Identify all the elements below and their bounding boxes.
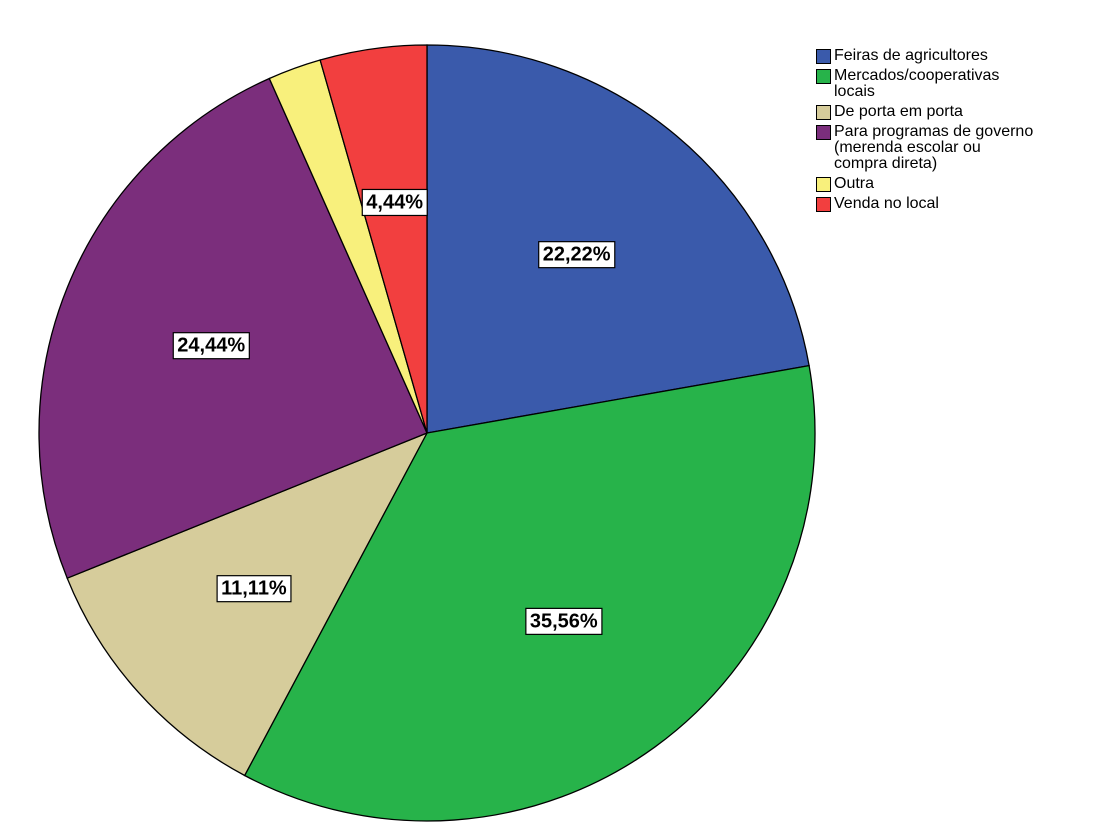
data-label-text: 35,56% [530,610,598,632]
data-label-box [216,575,292,603]
legend-item: De porta em porta [816,102,1096,120]
legend-label: Outra [834,175,875,192]
data-label-box [361,188,428,217]
chart-legend: Feiras de agricultores Mercados/cooperati… [816,46,1096,214]
data-label-text: 4,44% [366,191,423,213]
data-label: 4,44% [361,188,428,217]
data-label-box [172,332,250,360]
legend-swatch [816,197,831,212]
pie-slice [243,364,816,822]
pie-data-labels: 22,22% 35,56% 11,11% 24,44% 4,44% [172,188,616,635]
legend-item: Feiras de agricultores [816,46,1096,64]
legend-label: Feiras de agricultores [834,47,988,64]
data-label: 22,22% [538,241,616,269]
pie-slice [38,77,428,580]
data-label: 11,11% [216,575,292,603]
legend-item: Outra [816,174,1096,192]
data-label-text: 11,11% [221,578,287,600]
data-label: 24,44% [172,332,250,360]
legend-label: De porta em porta [834,103,963,120]
legend-swatch [816,177,831,192]
data-label-box [525,607,603,635]
legend-swatch [816,49,831,64]
legend-item: Para programas de governo (merenda escol… [816,122,1096,172]
pie-slice [426,44,810,434]
legend-swatch [816,105,831,120]
legend-label: Para programas de governo (merenda escol… [834,123,1034,172]
pie-slices [38,44,816,822]
legend-swatch [816,69,831,84]
data-label: 35,56% [525,607,603,635]
legend-item: Venda no local [816,194,1096,212]
legend-item: Mercados/cooperativas locais [816,66,1096,100]
legend-label: Venda no local [834,195,939,212]
legend-label: Mercados/cooperativas locais [834,67,1000,100]
pie-slice [66,431,429,777]
legend-swatch [816,125,831,140]
pie-slice [319,44,428,434]
data-label-text: 22,22% [543,244,611,266]
data-label-text: 24,44% [177,335,245,357]
data-label-box [538,241,616,269]
